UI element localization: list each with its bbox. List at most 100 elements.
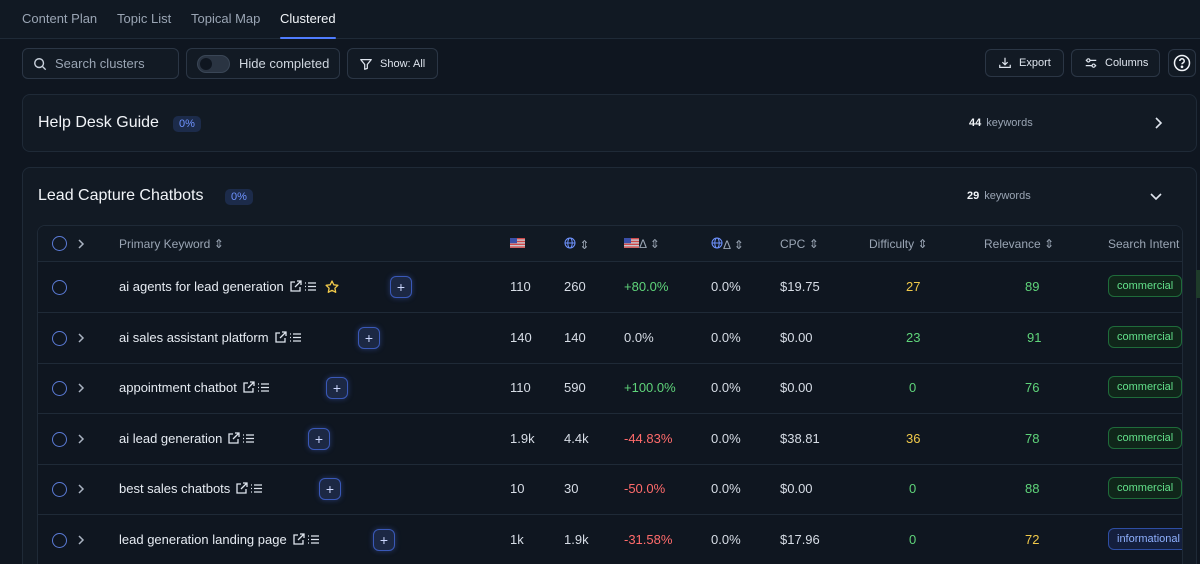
cpc: $0.00 [780,330,813,345]
us-delta: +80.0% [624,279,669,294]
intent-badge: commercial [1108,376,1182,398]
cluster-card[interactable]: Help Desk Guide 0% 44 keywords [22,94,1197,152]
col-difficulty[interactable]: Difficulty ⇕ [869,237,928,251]
us-flag-icon [510,238,525,248]
table-row[interactable]: ai sales assistant platform + 140 140 0.… [38,313,1182,364]
keyword-text[interactable]: ai sales assistant platform [119,330,269,345]
list-icon[interactable] [307,533,320,546]
us-delta: +100.0% [624,380,676,395]
help-button[interactable] [1168,49,1196,77]
add-keyword-button[interactable]: + [358,327,380,349]
add-keyword-button[interactable]: + [326,377,348,399]
keyword-cell: ai agents for lead generation [119,279,339,294]
us-volume: 110 [510,279,531,294]
tab-topical-map[interactable]: Topical Map [191,11,261,26]
search-input[interactable] [55,56,175,71]
add-keyword-button[interactable]: + [308,428,330,450]
keyword-count-label: keywords [984,190,1031,202]
list-icon[interactable] [304,280,317,293]
row-checkbox[interactable] [52,432,67,447]
sort-icon: ⇕ [733,238,744,252]
global-delta: 0.0% [711,330,741,345]
table-row[interactable]: best sales chatbots + 10 30 -50.0% 0.0% … [38,464,1182,515]
table-row[interactable]: lead generation landing page + 1k 1.9k -… [38,515,1182,564]
search-icon [33,57,47,71]
list-icon[interactable] [250,482,263,495]
add-keyword-button[interactable]: + [319,478,341,500]
keyword-cell: ai lead generation [119,431,255,446]
external-link-icon[interactable] [289,280,302,293]
row-checkbox[interactable] [52,482,67,497]
keyword-text[interactable]: ai lead generation [119,431,223,446]
row-checkbox[interactable] [52,533,67,548]
us-delta: -44.83% [624,431,673,446]
col-global-delta[interactable]: Δ ⇕ [711,237,744,252]
tab-bar: Content Plan Topic List Topical Map Clus… [0,0,1200,39]
table-row[interactable]: ai agents for lead generation + 110 260 … [38,262,1182,313]
list-icon[interactable] [242,432,255,445]
global-volume: 4.4k [564,431,589,446]
list-icon[interactable] [257,381,270,394]
intent-badge: informational [1108,528,1182,550]
show-filter-button[interactable]: Show: All [347,48,438,79]
chevron-right-icon[interactable] [75,533,87,547]
chevron-right-icon[interactable] [75,331,87,345]
chevron-right-icon[interactable] [75,482,87,496]
us-volume: 110 [510,380,531,395]
cpc: $38.81 [780,431,820,446]
relevance: 88 [1025,481,1040,496]
add-keyword-button[interactable]: + [373,529,395,551]
col-difficulty-label: Difficulty [869,237,915,251]
chevron-right-icon[interactable] [1151,116,1165,130]
keyword-count-label: keywords [986,117,1033,129]
external-link-icon[interactable] [292,533,305,546]
expand-all-icon[interactable] [75,237,87,251]
intent-badge: commercial [1108,275,1182,297]
chevron-right-icon[interactable] [75,432,87,446]
search-box[interactable] [22,48,179,79]
list-icon[interactable] [289,331,302,344]
table-row[interactable]: appointment chatbot + 110 590 +100.0% 0.… [38,363,1182,414]
hide-completed-toggle[interactable]: Hide completed [186,48,340,79]
columns-button[interactable]: Columns [1071,49,1160,77]
row-checkbox[interactable] [52,280,67,295]
external-link-icon[interactable] [227,432,241,445]
row-checkbox[interactable] [52,381,67,396]
external-link-icon[interactable] [274,331,287,344]
col-cpc[interactable]: CPC ⇕ [780,237,819,251]
cpc: $19.75 [780,279,820,294]
tab-topic-list[interactable]: Topic List [117,11,172,26]
table-row[interactable]: ai lead generation + 1.9k 4.4k -44.83% 0… [38,414,1182,465]
add-keyword-button[interactable]: + [390,276,412,298]
us-delta: 0.0% [624,330,654,345]
external-link-icon[interactable] [235,482,248,495]
keyword-text[interactable]: best sales chatbots [119,481,231,496]
tab-clustered[interactable]: Clustered [280,11,336,39]
toggle-switch[interactable] [197,54,230,73]
keyword-text[interactable]: ai agents for lead generation [119,279,284,294]
keyword-text[interactable]: appointment chatbot [119,380,237,395]
cluster-progress-badge: 0% [173,116,201,132]
chevron-right-icon[interactable] [75,381,87,395]
us-volume: 1k [510,532,524,547]
col-us-volume[interactable] [510,237,525,251]
col-primary-keyword[interactable]: Primary Keyword ⇕ [119,237,224,251]
row-checkbox[interactable] [52,331,67,346]
show-filter-label: Show: All [380,57,426,70]
export-button[interactable]: Export [985,49,1064,77]
keyword-count-value: 44 [969,117,982,129]
star-icon[interactable] [325,279,339,294]
external-link-icon[interactable] [242,381,255,394]
chevron-down-icon[interactable] [1149,189,1163,203]
col-search-intent[interactable]: Search Intent [1108,237,1180,251]
global-volume: 140 [564,330,586,345]
keyword-text[interactable]: lead generation landing page [119,532,287,547]
sliders-icon [1084,56,1098,70]
col-us-delta[interactable]: Δ ⇕ [624,237,660,251]
globe-icon [564,237,576,249]
col-relevance[interactable]: Relevance ⇕ [984,237,1054,251]
us-delta: -31.58% [624,532,673,547]
tab-content-plan[interactable]: Content Plan [22,11,98,26]
col-global-volume[interactable]: ⇕ [564,237,589,252]
select-all-checkbox[interactable] [52,236,67,251]
